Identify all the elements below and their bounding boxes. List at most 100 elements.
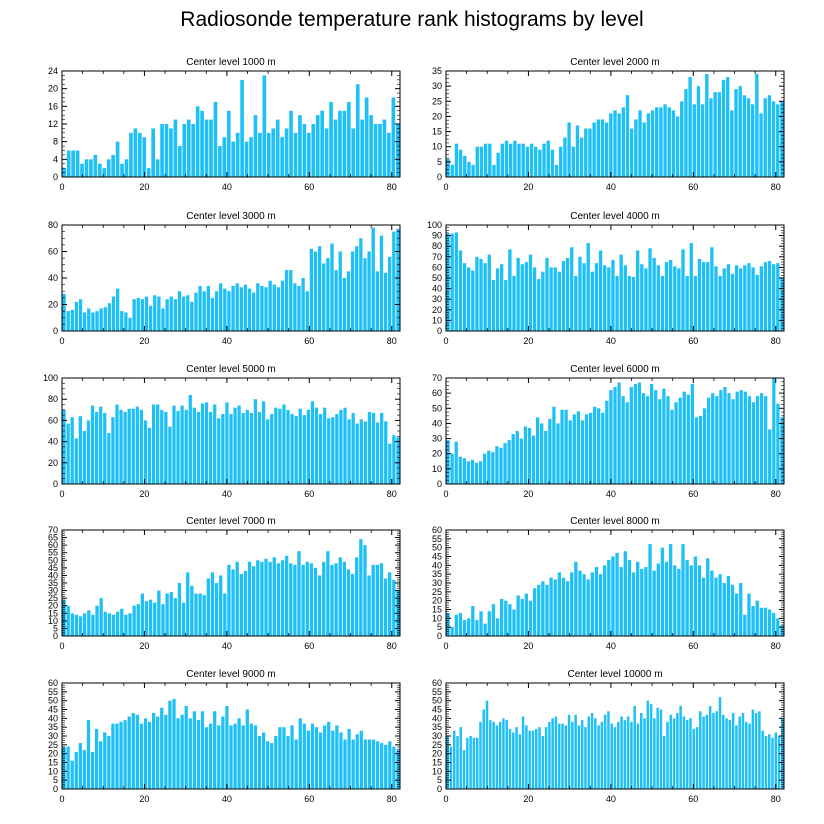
bar	[131, 408, 135, 484]
bar	[346, 569, 351, 636]
bar	[700, 104, 705, 177]
bar	[607, 560, 611, 636]
bar	[755, 74, 759, 177]
bar	[648, 248, 652, 331]
bar	[550, 149, 555, 177]
bar	[564, 725, 568, 789]
bar	[507, 440, 511, 484]
bar	[305, 291, 309, 331]
y-tick-label: 5	[437, 775, 442, 785]
bar	[738, 86, 742, 177]
bar	[446, 440, 450, 484]
y-tick-label: 25	[432, 740, 442, 750]
bar	[598, 250, 603, 331]
bar	[169, 128, 173, 177]
bar	[132, 605, 136, 636]
bar	[668, 544, 673, 636]
y-tick-label: 65	[48, 533, 58, 543]
bar	[479, 721, 482, 789]
bar	[120, 163, 124, 177]
bar	[213, 404, 217, 484]
bar	[553, 267, 557, 331]
bar	[512, 609, 516, 636]
bar	[200, 403, 205, 484]
bar	[127, 408, 131, 484]
bar	[458, 149, 463, 177]
bar	[384, 744, 388, 789]
bar	[584, 128, 588, 177]
bar	[636, 250, 640, 331]
bar	[527, 427, 532, 484]
bar	[359, 419, 363, 484]
bar	[475, 146, 479, 177]
bar	[549, 577, 553, 636]
bar	[505, 720, 508, 789]
panel-title: Center level 10000 m	[567, 669, 662, 680]
bar	[379, 235, 384, 331]
bar	[264, 558, 268, 636]
bar	[525, 725, 528, 789]
bar	[335, 414, 339, 484]
bar	[217, 418, 221, 484]
bar	[719, 390, 723, 484]
bar	[580, 720, 584, 789]
bar	[498, 721, 502, 789]
bar	[495, 725, 499, 789]
bar	[711, 393, 715, 484]
bar	[244, 141, 249, 177]
bar	[745, 721, 748, 789]
bar	[106, 159, 111, 177]
bar	[571, 721, 574, 789]
bar	[668, 259, 673, 331]
y-tick-label: 20	[432, 596, 442, 606]
bar	[645, 396, 650, 484]
x-tick-label: 0	[59, 336, 64, 346]
y-tick-label: 60	[48, 247, 58, 257]
bar	[176, 410, 180, 484]
bar	[194, 593, 198, 636]
bar	[268, 561, 272, 636]
bar	[588, 412, 593, 484]
bar	[375, 422, 380, 484]
bar	[70, 760, 74, 789]
bar	[190, 586, 194, 636]
bar	[643, 718, 646, 789]
bar	[204, 402, 209, 484]
bar	[656, 707, 659, 789]
bar	[742, 95, 747, 177]
bar	[128, 317, 132, 331]
bar	[253, 115, 258, 177]
bar	[160, 409, 164, 484]
bar	[590, 271, 594, 331]
bar	[467, 618, 471, 636]
bar	[249, 137, 253, 177]
bar	[607, 267, 611, 331]
bar	[559, 146, 563, 177]
x-tick-label: 20	[523, 641, 533, 651]
bar	[66, 150, 71, 177]
chart-panel-1: Center level 1000 m 0 20 40 60 80 0 4 8 12 16 20 24	[48, 57, 401, 192]
y-tick-label: 50	[48, 555, 58, 565]
bar	[290, 725, 294, 789]
bar	[272, 284, 276, 331]
bar	[364, 97, 369, 177]
bar	[454, 441, 458, 484]
bar	[551, 718, 554, 789]
bar	[97, 163, 102, 177]
bar	[264, 287, 268, 331]
bar	[367, 411, 372, 484]
bar	[763, 98, 767, 177]
y-tick-label: 30	[432, 81, 442, 91]
bar	[615, 275, 619, 331]
bar	[133, 128, 138, 177]
bar	[256, 560, 260, 636]
bar	[309, 248, 314, 331]
bar	[177, 291, 182, 331]
bar	[302, 124, 307, 177]
bar	[531, 435, 536, 484]
bar	[156, 404, 160, 484]
bar	[241, 412, 245, 484]
bar	[574, 561, 578, 636]
x-tick-label: 80	[771, 641, 781, 651]
bar	[739, 390, 743, 484]
